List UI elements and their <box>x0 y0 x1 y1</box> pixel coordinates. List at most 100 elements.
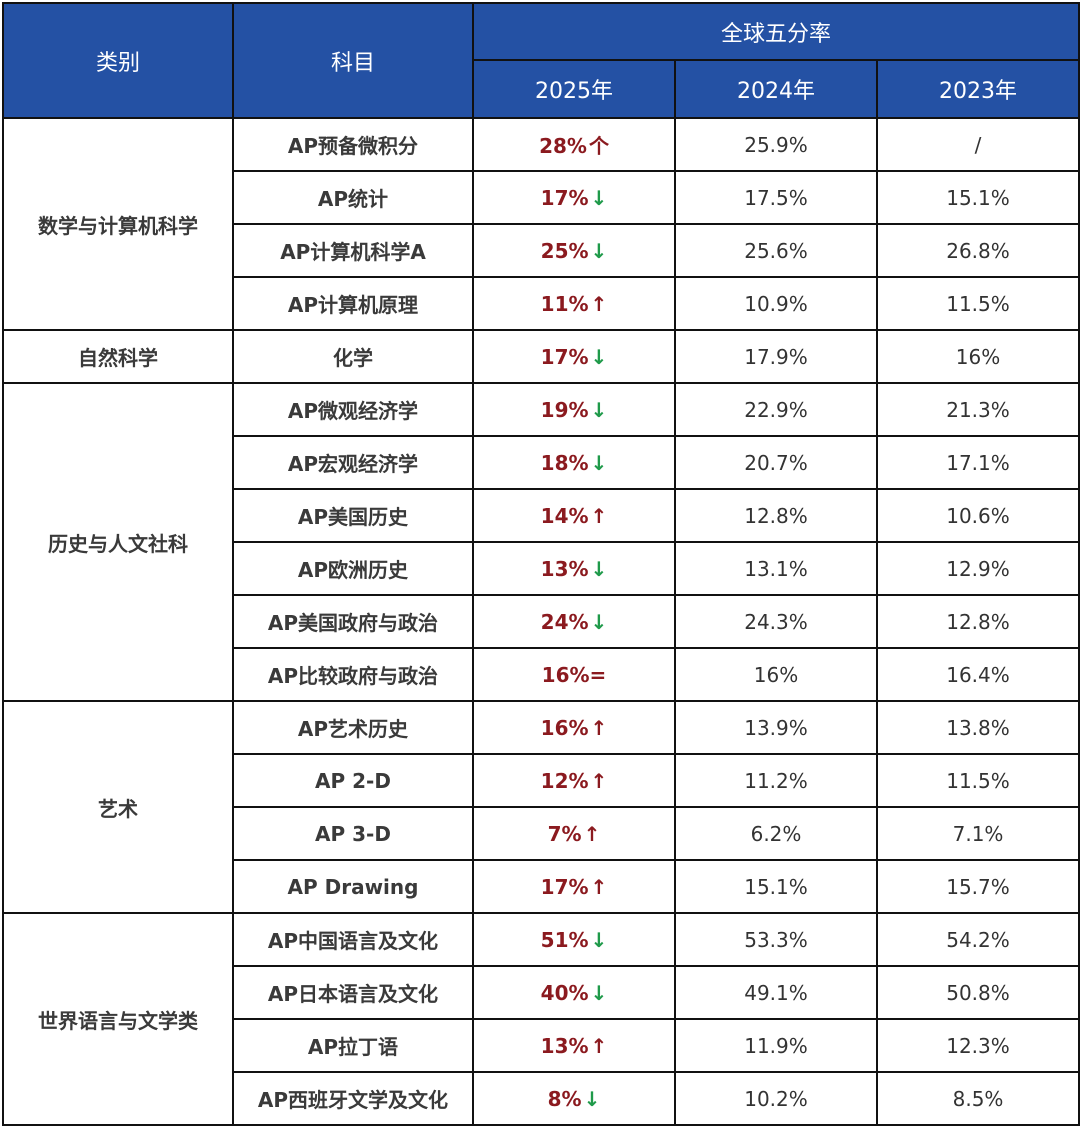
rate-2025-cell: 14% ↑ <box>472 488 676 543</box>
rate-2025-cell: 19% ↓ <box>472 382 676 437</box>
subject-cell: AP宏观经济学 <box>232 435 474 490</box>
category-cell: 世界语言与文学类 <box>2 912 234 1126</box>
rate-2025-value: 51% <box>540 927 589 952</box>
rate-2024-cell: 6.2% <box>674 806 878 861</box>
rate-2025-value: 16% <box>540 715 589 740</box>
subject-cell: AP日本语言及文化 <box>232 965 474 1020</box>
arrow-down-icon: ↓ <box>590 185 608 210</box>
rate-2025-cell: 11% ↑ <box>472 276 676 331</box>
arrow-down-icon: ↓ <box>590 980 608 1005</box>
rate-2024-cell: 11.9% <box>674 1018 878 1073</box>
rate-2025-cell: 40% ↓ <box>472 965 676 1020</box>
rate-2023-cell: 13.8% <box>875 700 1080 755</box>
subject-cell: AP统计 <box>232 170 474 225</box>
subject-cell: AP艺术历史 <box>232 700 474 755</box>
rate-2025-cell: 13% ↑ <box>472 1018 676 1073</box>
rate-2024-cell: 16% <box>674 647 878 702</box>
rate-2024-cell: 10.2% <box>674 1071 878 1126</box>
table-row: AP比较政府与政治 16%= 16% 16.4% <box>3 647 1080 702</box>
rate-2023-cell: 10.6% <box>875 488 1080 543</box>
rate-2024-cell: 20.7% <box>674 435 878 490</box>
table-row: AP欧洲历史 13% ↓ 13.1% 12.9% <box>3 541 1080 596</box>
subject-cell: AP Drawing <box>232 859 474 914</box>
subject-cell: AP计算机原理 <box>232 276 474 331</box>
rate-2025-value: 40% <box>540 980 589 1005</box>
table-row: AP Drawing 17% ↑ 15.1% 15.7% <box>3 859 1080 914</box>
category-cell: 自然科学 <box>2 329 234 384</box>
header-global-five-rate: 全球五分率 <box>471 2 1080 61</box>
rate-2023-cell: 8.5% <box>875 1071 1080 1126</box>
rate-2023-cell: 17.1% <box>875 435 1080 490</box>
table-row: AP日本语言及文化 40% ↓ 49.1% 50.8% <box>3 965 1080 1020</box>
rate-2023-cell: / <box>875 117 1080 172</box>
rate-2023-cell: 50.8% <box>875 965 1080 1020</box>
arrow-up-icon: 个 <box>588 134 609 158</box>
rate-2023-cell: 11.5% <box>875 276 1080 331</box>
table-row: 艺术 AP艺术历史 16% ↑ 13.9% 13.8% <box>2 700 1080 914</box>
rate-2024-cell: 12.8% <box>674 488 878 543</box>
arrow-up-icon: ↑ <box>590 715 608 740</box>
rate-2025-cell: 51% ↓ <box>472 912 676 967</box>
rate-2023-cell: 12.8% <box>875 594 1080 649</box>
table-row: AP 2-D 12% ↑ 11.2% 11.5% <box>3 753 1080 808</box>
rate-2025-cell: 12% ↑ <box>472 753 676 808</box>
arrow-down-icon: ↓ <box>583 1086 601 1111</box>
subject-cell: AP 2-D <box>232 753 474 808</box>
rate-2025-cell: 8% ↓ <box>472 1071 676 1126</box>
rate-2025-cell: 17% ↓ <box>472 329 676 384</box>
header-row-2: 2025年 2024年 2023年 <box>3 59 1080 119</box>
rate-2025-value: 8% <box>547 1086 582 1111</box>
rate-2024-cell: 22.9% <box>674 382 878 437</box>
rate-2025-value: 19% <box>540 397 589 422</box>
rate-2023-cell: 15.1% <box>875 170 1080 225</box>
rate-2024-cell: 17.9% <box>674 329 878 384</box>
table-row: 历史与人文社科 AP微观经济学 19% ↓ 22.9% 21.3% <box>2 382 1080 702</box>
rate-2025-value: 16% <box>541 662 590 687</box>
arrow-down-icon: ↓ <box>590 556 608 581</box>
subject-cell: AP西班牙文学及文化 <box>232 1071 474 1126</box>
rate-2025-cell: 16% ↑ <box>472 700 676 755</box>
rate-2024-cell: 13.1% <box>674 541 878 596</box>
arrow-up-icon: ↑ <box>590 503 608 528</box>
table-row: AP计算机原理 11% ↑ 10.9% 11.5% <box>3 276 1080 331</box>
rate-2025-value: 24% <box>540 609 589 634</box>
rate-2024-cell: 17.5% <box>674 170 878 225</box>
rate-2023-cell: 12.9% <box>875 541 1080 596</box>
subject-cell: 化学 <box>232 329 474 384</box>
rate-2024-cell: 10.9% <box>674 276 878 331</box>
table-row: AP西班牙文学及文化 8% ↓ 10.2% 8.5% <box>3 1071 1080 1126</box>
header-year-2024: 2024年 <box>674 59 878 119</box>
rate-2023-cell: 21.3% <box>875 382 1080 437</box>
table-row: AP计算机科学A 25% ↓ 25.6% 26.8% <box>3 223 1080 278</box>
arrow-down-icon: ↓ <box>590 397 608 422</box>
rate-2023-cell: 54.2% <box>875 912 1080 967</box>
arrow-down-icon: ↓ <box>590 344 608 369</box>
rate-2024-cell: 15.1% <box>674 859 878 914</box>
rate-2023-cell: 16.4% <box>875 647 1080 702</box>
header-year-2023: 2023年 <box>875 59 1080 119</box>
arrow-down-icon: ↓ <box>590 927 608 952</box>
table-body: 数学与计算机科学 AP预备微积分 28% 个 25.9% / AP统计 17% ↓ 17.5% 15… <box>2 117 1080 1126</box>
subject-cell: AP预备微积分 <box>232 117 474 172</box>
arrow-up-icon: ↑ <box>590 874 608 899</box>
arrow-down-icon: ↓ <box>590 238 608 263</box>
subject-cell: AP计算机科学A <box>232 223 474 278</box>
equal-icon: = <box>589 662 607 687</box>
subject-cell: AP中国语言及文化 <box>232 912 474 967</box>
table-row: AP美国政府与政治 24% ↓ 24.3% 12.8% <box>3 594 1080 649</box>
rate-2025-value: 14% <box>540 503 589 528</box>
table-row: AP美国历史 14% ↑ 12.8% 10.6% <box>3 488 1080 543</box>
rate-2024-cell: 24.3% <box>674 594 878 649</box>
rate-2025-cell: 13% ↓ <box>472 541 676 596</box>
rate-2023-cell: 26.8% <box>875 223 1080 278</box>
rate-2025-value: 11% <box>540 291 589 316</box>
table-row: 数学与计算机科学 AP预备微积分 28% 个 25.9% / <box>2 117 1080 331</box>
arrow-up-icon: ↑ <box>590 291 608 316</box>
rate-2023-cell: 11.5% <box>875 753 1080 808</box>
rate-2023-cell: 15.7% <box>875 859 1080 914</box>
subject-cell: AP比较政府与政治 <box>232 647 474 702</box>
arrow-up-icon: ↑ <box>583 821 601 846</box>
header-year-2025: 2025年 <box>472 59 676 119</box>
table-row: 自然科学 化学 17% ↓ 17.9% 16% <box>2 329 1080 384</box>
